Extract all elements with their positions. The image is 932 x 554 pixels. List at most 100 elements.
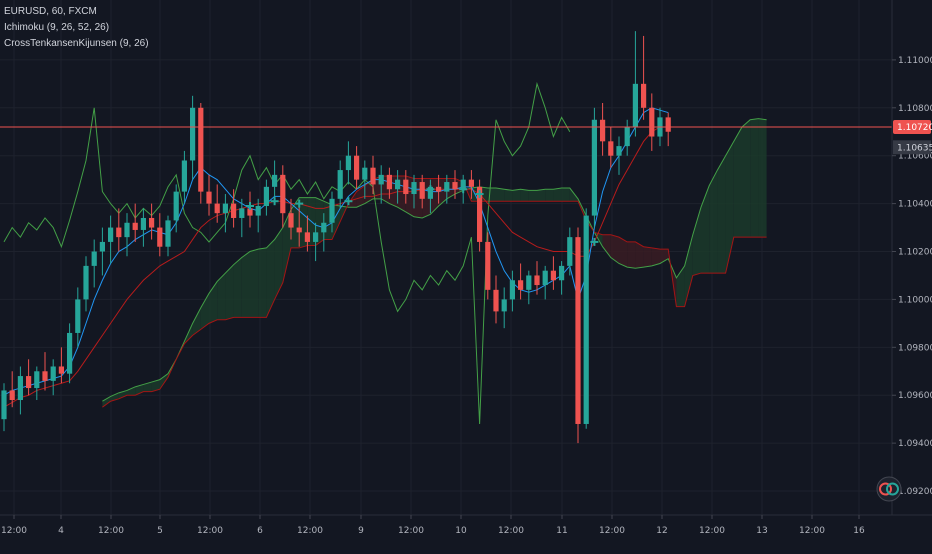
candle-body[interactable] bbox=[665, 117, 671, 132]
candle[interactable] bbox=[542, 265, 548, 300]
candle-body[interactable] bbox=[436, 186, 442, 192]
candles[interactable] bbox=[1, 31, 671, 444]
candle-body[interactable] bbox=[616, 146, 622, 156]
candle-body[interactable] bbox=[485, 241, 491, 290]
candle[interactable] bbox=[239, 198, 245, 238]
candle[interactable] bbox=[58, 347, 64, 384]
candle[interactable] bbox=[411, 174, 417, 209]
candle[interactable] bbox=[608, 126, 614, 168]
candle-body[interactable] bbox=[58, 366, 64, 374]
candle-body[interactable] bbox=[42, 371, 48, 381]
candle-body[interactable] bbox=[26, 376, 32, 389]
candle-body[interactable] bbox=[173, 191, 179, 221]
candle-body[interactable] bbox=[50, 366, 56, 381]
candle-body[interactable] bbox=[198, 107, 204, 192]
candle-body[interactable] bbox=[452, 182, 458, 190]
candle[interactable] bbox=[378, 165, 384, 204]
candle[interactable] bbox=[395, 170, 401, 204]
candle-body[interactable] bbox=[124, 222, 130, 238]
candle-body[interactable] bbox=[362, 167, 368, 180]
candle-body[interactable] bbox=[550, 270, 556, 281]
candle-body[interactable] bbox=[75, 299, 81, 333]
candle[interactable] bbox=[17, 366, 23, 415]
candle[interactable] bbox=[436, 174, 442, 204]
candle-body[interactable] bbox=[321, 222, 327, 233]
candle[interactable] bbox=[370, 155, 376, 195]
candle-body[interactable] bbox=[354, 155, 360, 180]
candle-body[interactable] bbox=[296, 227, 302, 233]
candle[interactable] bbox=[550, 256, 556, 290]
candle[interactable] bbox=[313, 222, 319, 262]
candle-body[interactable] bbox=[591, 119, 597, 216]
candle-body[interactable] bbox=[108, 227, 114, 242]
candle-body[interactable] bbox=[9, 390, 15, 401]
candle[interactable] bbox=[468, 170, 474, 199]
candle[interactable] bbox=[83, 256, 89, 312]
candle-body[interactable] bbox=[34, 371, 40, 389]
candle[interactable] bbox=[34, 366, 40, 401]
candle-body[interactable] bbox=[181, 160, 187, 192]
tradingview-logo-icon[interactable] bbox=[876, 476, 902, 502]
candle-body[interactable] bbox=[206, 191, 212, 204]
candle[interactable] bbox=[91, 239, 97, 288]
candle-body[interactable] bbox=[386, 174, 392, 190]
candle-body[interactable] bbox=[272, 174, 278, 187]
candle[interactable] bbox=[26, 359, 32, 396]
candle[interactable] bbox=[534, 261, 540, 295]
candle[interactable] bbox=[165, 215, 171, 257]
candle[interactable] bbox=[263, 179, 269, 216]
candle[interactable] bbox=[575, 227, 581, 444]
candle-body[interactable] bbox=[559, 265, 565, 281]
candle-body[interactable] bbox=[149, 217, 155, 228]
candle[interactable] bbox=[149, 203, 155, 240]
candle[interactable] bbox=[600, 103, 606, 156]
candle[interactable] bbox=[501, 287, 507, 329]
candle-body[interactable] bbox=[116, 227, 122, 238]
candle[interactable] bbox=[67, 323, 73, 384]
candle[interactable] bbox=[181, 150, 187, 204]
symbol-title[interactable]: EURUSD, 60, FXCM bbox=[4, 6, 97, 17]
candle[interactable] bbox=[337, 160, 343, 209]
candle-body[interactable] bbox=[526, 275, 532, 290]
candle-body[interactable] bbox=[313, 232, 319, 242]
candle-body[interactable] bbox=[641, 83, 647, 108]
candle-body[interactable] bbox=[395, 179, 401, 190]
candle[interactable] bbox=[649, 93, 655, 151]
candle[interactable] bbox=[641, 35, 647, 120]
candle-body[interactable] bbox=[509, 280, 515, 300]
candle[interactable] bbox=[124, 213, 130, 257]
candle[interactable] bbox=[173, 184, 179, 233]
candle-body[interactable] bbox=[649, 107, 655, 137]
candle[interactable] bbox=[198, 103, 204, 204]
candle[interactable] bbox=[50, 359, 56, 396]
candle-body[interactable] bbox=[477, 186, 483, 242]
candle[interactable] bbox=[99, 227, 105, 276]
candle[interactable] bbox=[493, 275, 499, 324]
candle[interactable] bbox=[559, 261, 565, 295]
candle[interactable] bbox=[444, 174, 450, 204]
candle-body[interactable] bbox=[534, 275, 540, 286]
candle[interactable] bbox=[526, 270, 532, 305]
candle-body[interactable] bbox=[411, 182, 417, 195]
candle-body[interactable] bbox=[247, 208, 253, 216]
candle[interactable] bbox=[272, 160, 278, 204]
candle[interactable] bbox=[9, 371, 15, 408]
candle[interactable] bbox=[518, 263, 524, 300]
candle[interactable] bbox=[591, 107, 597, 228]
cross-indicator-legend[interactable]: CrossTenkansenKijunsen (9, 26) bbox=[4, 38, 149, 49]
candle-body[interactable] bbox=[370, 167, 376, 185]
candle[interactable] bbox=[157, 213, 163, 257]
candle[interactable] bbox=[616, 136, 622, 175]
candle-body[interactable] bbox=[542, 270, 548, 286]
candle[interactable] bbox=[280, 165, 286, 228]
candle-body[interactable] bbox=[214, 203, 220, 214]
candle[interactable] bbox=[386, 167, 392, 199]
candle-body[interactable] bbox=[419, 182, 425, 199]
candle-body[interactable] bbox=[468, 179, 474, 187]
candle-body[interactable] bbox=[501, 299, 507, 312]
candle[interactable] bbox=[485, 232, 491, 300]
candle[interactable] bbox=[116, 208, 122, 252]
candle[interactable] bbox=[1, 383, 7, 432]
candle[interactable] bbox=[288, 198, 294, 240]
candle[interactable] bbox=[132, 203, 138, 242]
